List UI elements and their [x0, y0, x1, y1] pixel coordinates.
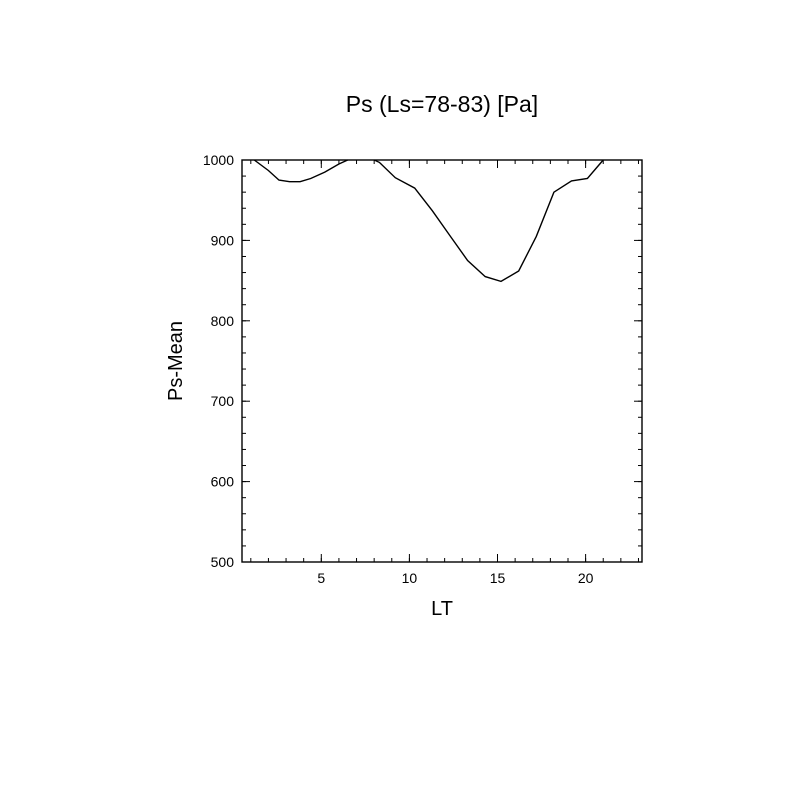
- series-line-2: [373, 159, 604, 283]
- x-tick-label: 5: [317, 570, 325, 586]
- y-tick-label: 900: [211, 232, 235, 248]
- x-axis: 5 10 15 20: [250, 160, 639, 586]
- y-tick-label: 600: [211, 474, 235, 490]
- y-tick-label: 800: [211, 313, 235, 329]
- y-tick-label: 500: [211, 554, 235, 570]
- y-tick-label: 700: [211, 393, 235, 409]
- plot-frame: [241, 159, 643, 563]
- series-group: [253, 159, 604, 283]
- series-line-1: [253, 159, 348, 183]
- y-tick-label: 1000: [203, 152, 234, 168]
- chart-title: Ps (Ls=78-83) [Pa]: [346, 91, 538, 117]
- plot-area: [241, 159, 643, 563]
- x-tick-label: 15: [490, 570, 506, 586]
- y-axis: 500 600 700 800 900 1000: [203, 152, 642, 570]
- x-tick-label: 20: [578, 570, 594, 586]
- x-axis-title: LT: [431, 598, 453, 620]
- x-tick-label: 10: [402, 570, 418, 586]
- y-axis-title: Ps-Mean: [165, 321, 187, 401]
